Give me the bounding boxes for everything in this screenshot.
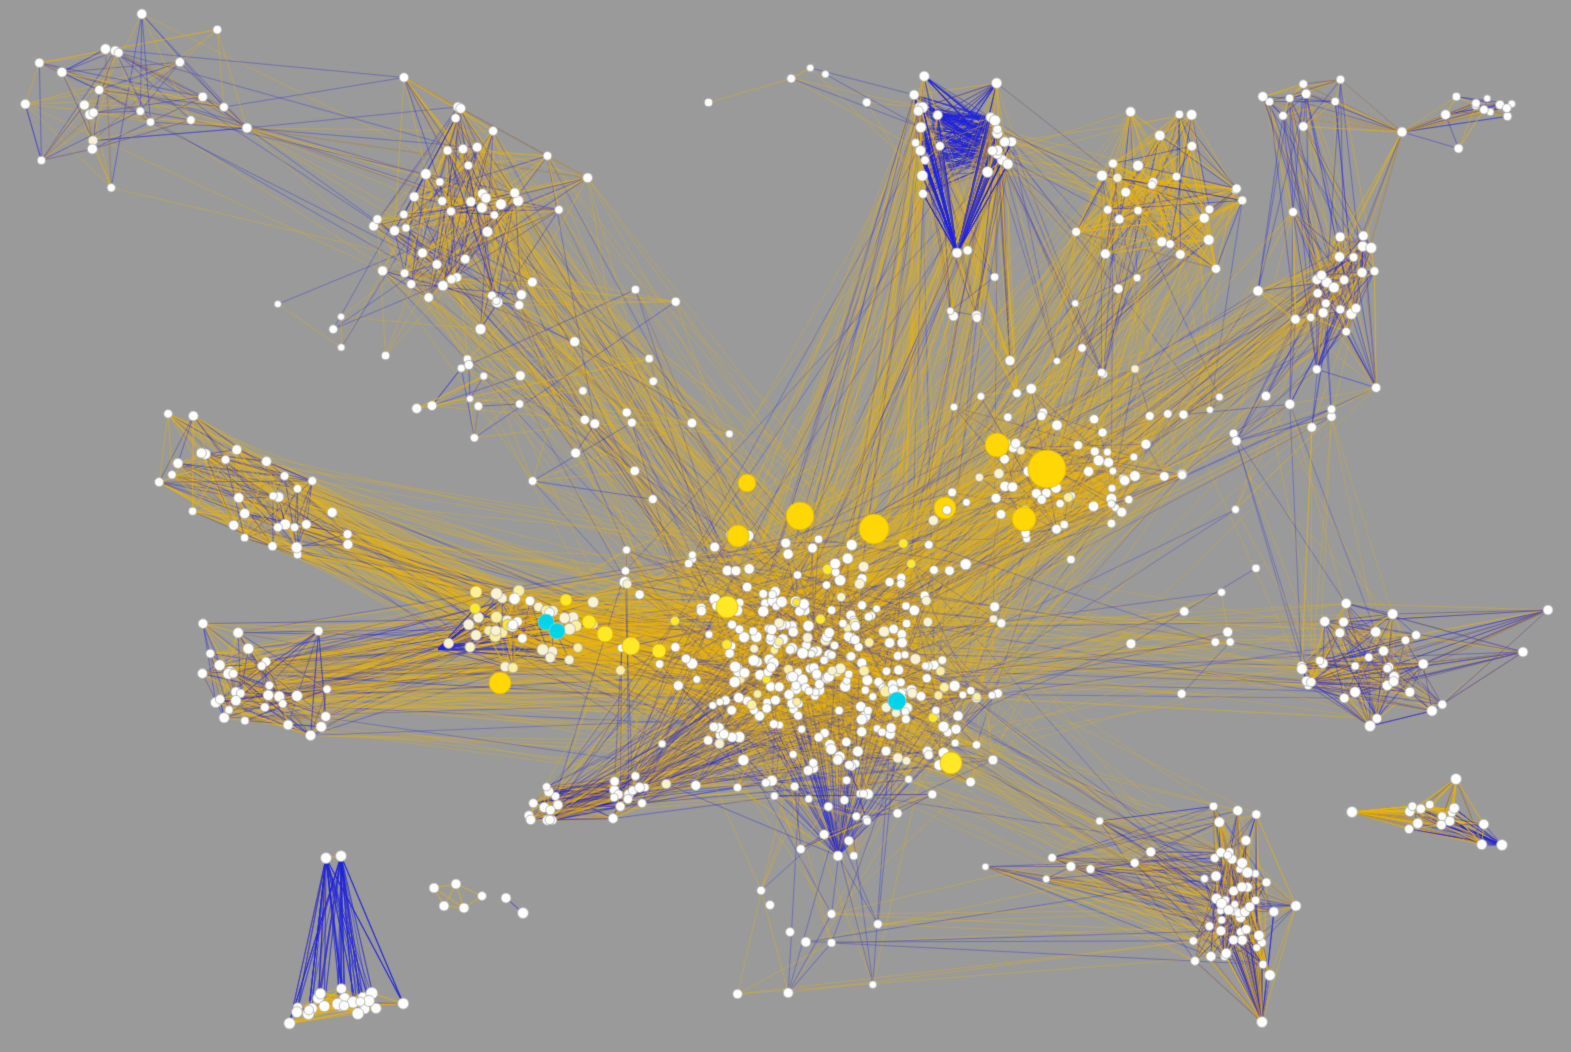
network-graph-canvas[interactable] <box>0 0 1571 1052</box>
graph-visualization <box>0 0 1571 1052</box>
